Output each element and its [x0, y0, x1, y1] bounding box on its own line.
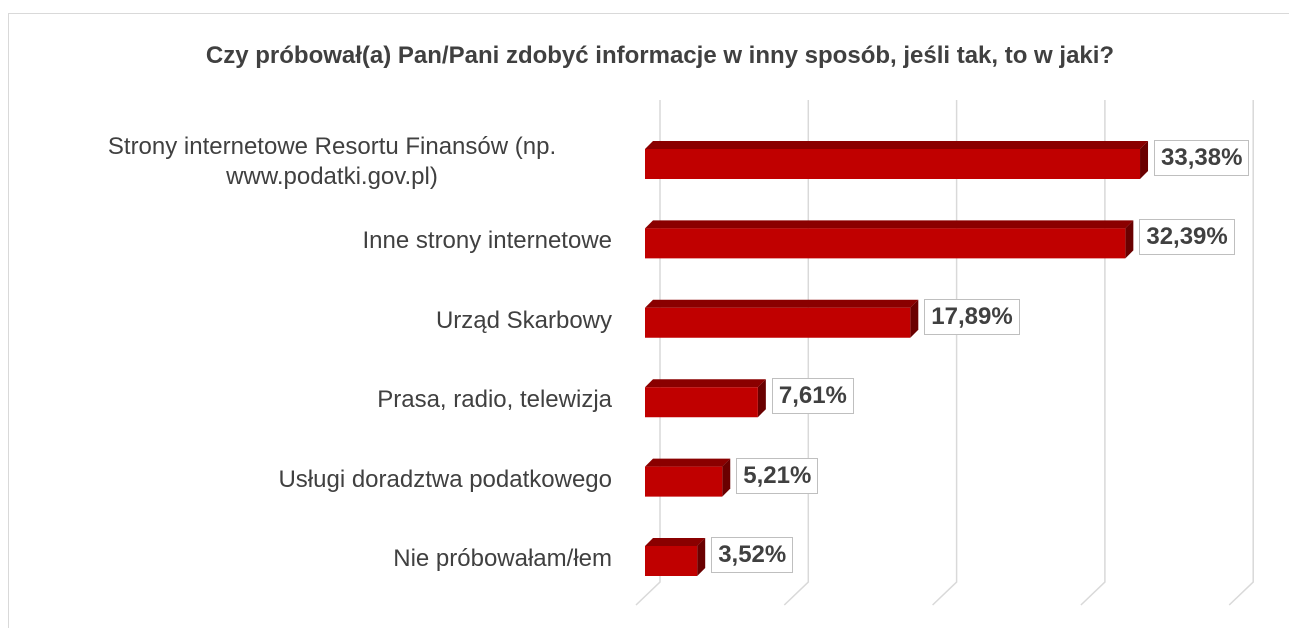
grid-line [1228, 100, 1254, 606]
chart-title: Czy próbował(a) Pan/Pani zdobyć informac… [205, 42, 1115, 69]
bar-face [645, 149, 1141, 179]
category-label: Usługi doradztwa podatkowego [278, 465, 612, 493]
bar-face [722, 458, 731, 497]
bar-face [1125, 220, 1134, 259]
category-label: Urząd Skarbowy [435, 306, 612, 334]
bar-face [645, 458, 731, 467]
value-label: 33,38% [1154, 140, 1250, 176]
bar-face [645, 466, 723, 497]
grid-line [635, 100, 661, 606]
value-label: 7,61% [771, 378, 854, 415]
bar [645, 458, 731, 497]
chart-frame [8, 13, 1289, 628]
bar [645, 220, 1134, 259]
bar [645, 379, 766, 418]
bar-face [697, 538, 706, 576]
bar-face [645, 307, 911, 338]
bar-face [645, 299, 919, 308]
bar-face [645, 538, 706, 546]
bar-face [1140, 141, 1149, 179]
bar [645, 538, 706, 576]
bar-face [645, 387, 758, 418]
bar-face [757, 379, 766, 418]
value-label: 32,39% [1139, 219, 1235, 256]
bar-face [645, 546, 698, 576]
bar-face [645, 220, 1134, 229]
bar-face [645, 379, 766, 388]
grid-line [1080, 100, 1106, 606]
category-label: Strony internetowe Resortu Finansów (np.… [107, 133, 557, 190]
value-label: 3,52% [711, 537, 794, 573]
bar-face [910, 299, 919, 338]
bar [645, 141, 1149, 179]
grid-line [932, 100, 958, 606]
category-label: Prasa, radio, telewizja [377, 386, 612, 414]
value-label: 5,21% [736, 457, 819, 494]
bar-face [645, 228, 1126, 259]
category-label: Inne strony internetowe [362, 227, 612, 255]
category-label: Nie próbowałam/łem [393, 545, 612, 572]
value-label: 17,89% [924, 298, 1020, 335]
bar-face [645, 141, 1149, 149]
grid-line [783, 100, 810, 606]
bar [645, 299, 919, 338]
